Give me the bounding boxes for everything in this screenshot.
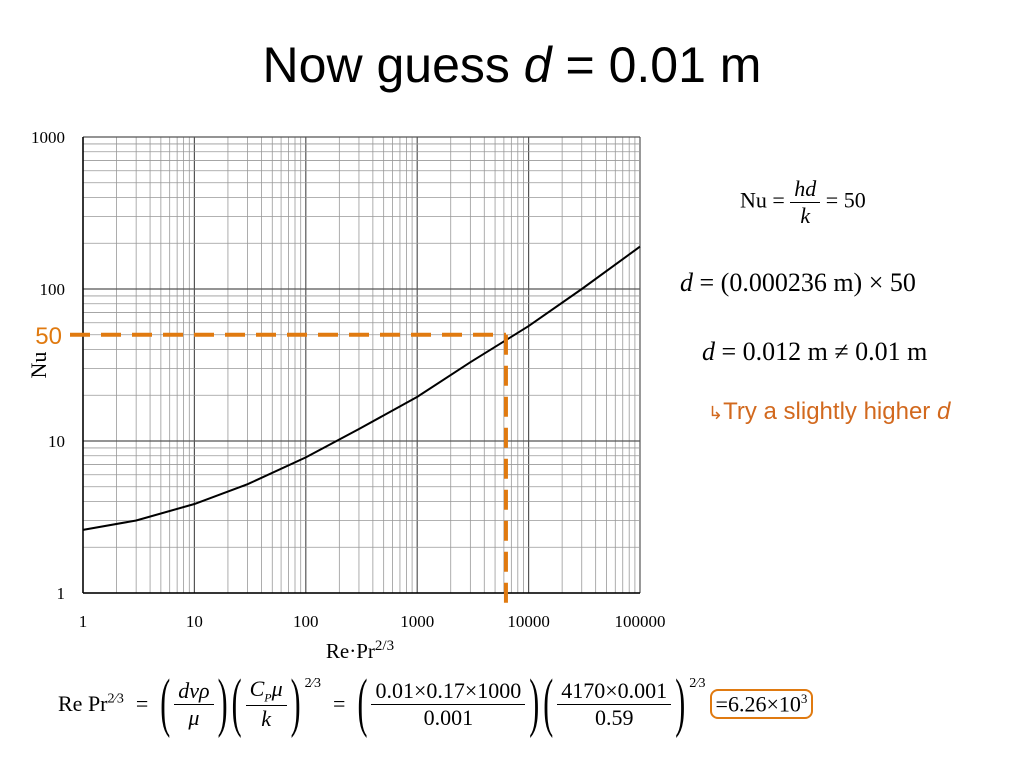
nusselt-equation: Nu = hd k = 50: [740, 176, 866, 228]
x-tick-label: 100000: [615, 612, 666, 631]
x-tick-label: 1: [79, 612, 88, 631]
x-axis-label: Re·Pr2/3: [326, 638, 394, 663]
chart-grid: [82, 136, 641, 594]
chart-annotation: 50: [35, 323, 508, 605]
y-axis-label: Nu: [26, 352, 51, 379]
x-tick-label: 1000: [400, 612, 434, 631]
result-box: =6.26×103: [709, 689, 814, 720]
x-tick-label: 100: [293, 612, 319, 631]
series-line: [82, 245, 641, 531]
page-title: Now guess d = 0.01 m: [262, 37, 762, 93]
y-tick-label: 1000: [31, 128, 65, 147]
hint-text: ↳Try a slightly higher d: [708, 398, 951, 425]
repr-equation: Re Pr2⁄3 = ( dvρ μ )( CPμ k ) 2⁄3 = ( 0.01…: [58, 667, 814, 739]
y-tick-label: 1: [57, 584, 66, 603]
chart-curve: [82, 245, 641, 531]
d-result: d = 0.012 m ≠ 0.01 m: [702, 337, 928, 366]
y-tick-label: 10: [48, 432, 65, 451]
x-tick-label: 10000: [507, 612, 550, 631]
x-tick-label: 10: [186, 612, 203, 631]
y-tick-label: 100: [40, 280, 66, 299]
annotation-label: 50: [35, 323, 62, 350]
chart-ticks: 1 10 100 1000 10000 100000 1 10 100 1000: [31, 128, 666, 631]
d-calculation: d = (0.000236 m) × 50: [680, 268, 916, 297]
